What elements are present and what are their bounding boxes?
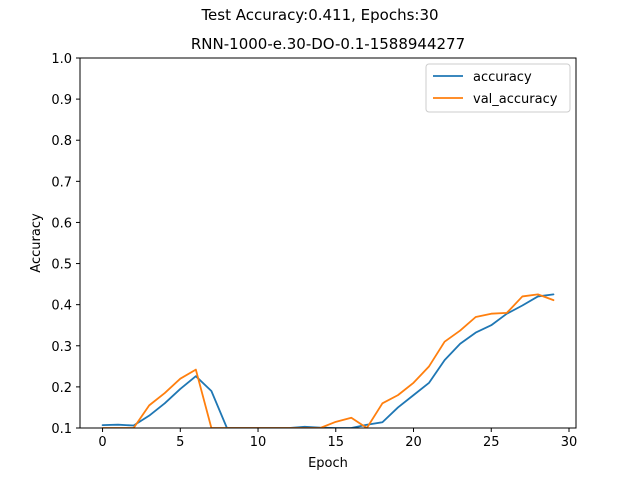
y-tick-label: 0.1 bbox=[51, 422, 72, 437]
series-line-val-accuracy bbox=[101, 293, 555, 428]
y-tick-label: 1.0 bbox=[51, 52, 72, 67]
y-axis-ticks: 0.1 0.2 0.3 0.4 0.5 0.6 0.7 0.8 0.9 1.0 bbox=[51, 52, 80, 437]
y-tick-label: 0.8 bbox=[51, 134, 72, 149]
y-tick-label: 0.2 bbox=[51, 381, 72, 396]
x-tick-label: 25 bbox=[483, 435, 500, 450]
y-tick-label: 0.3 bbox=[51, 340, 72, 355]
x-axis-ticks: 0 5 10 15 20 25 30 bbox=[98, 428, 577, 450]
y-tick-label: 0.7 bbox=[51, 175, 72, 190]
x-tick-label: 5 bbox=[176, 435, 184, 450]
figure-suptitle: Test Accuracy:0.411, Epochs:30 bbox=[201, 6, 439, 24]
x-tick-label: 10 bbox=[250, 435, 267, 450]
series-layer bbox=[101, 293, 555, 428]
x-tick-label: 20 bbox=[405, 435, 422, 450]
x-tick-label: 0 bbox=[98, 435, 106, 450]
chart-title: RNN-1000-e.30-DO-0.1-1588944277 bbox=[191, 35, 465, 53]
y-tick-label: 0.5 bbox=[51, 258, 72, 273]
y-tick-label: 0.6 bbox=[51, 216, 72, 231]
y-axis-label: Accuracy bbox=[29, 213, 44, 273]
y-tick-label: 0.9 bbox=[51, 93, 72, 108]
x-tick-label: 30 bbox=[561, 435, 578, 450]
legend-label: val_accuracy bbox=[473, 92, 558, 107]
legend-label: accuracy bbox=[473, 70, 532, 85]
axes-frame bbox=[79, 57, 577, 429]
y-tick-label: 0.4 bbox=[51, 299, 72, 314]
x-tick-label: 15 bbox=[328, 435, 345, 450]
x-axis-label: Epoch bbox=[308, 456, 348, 471]
legend: accuracy val_accuracy bbox=[425, 63, 571, 113]
